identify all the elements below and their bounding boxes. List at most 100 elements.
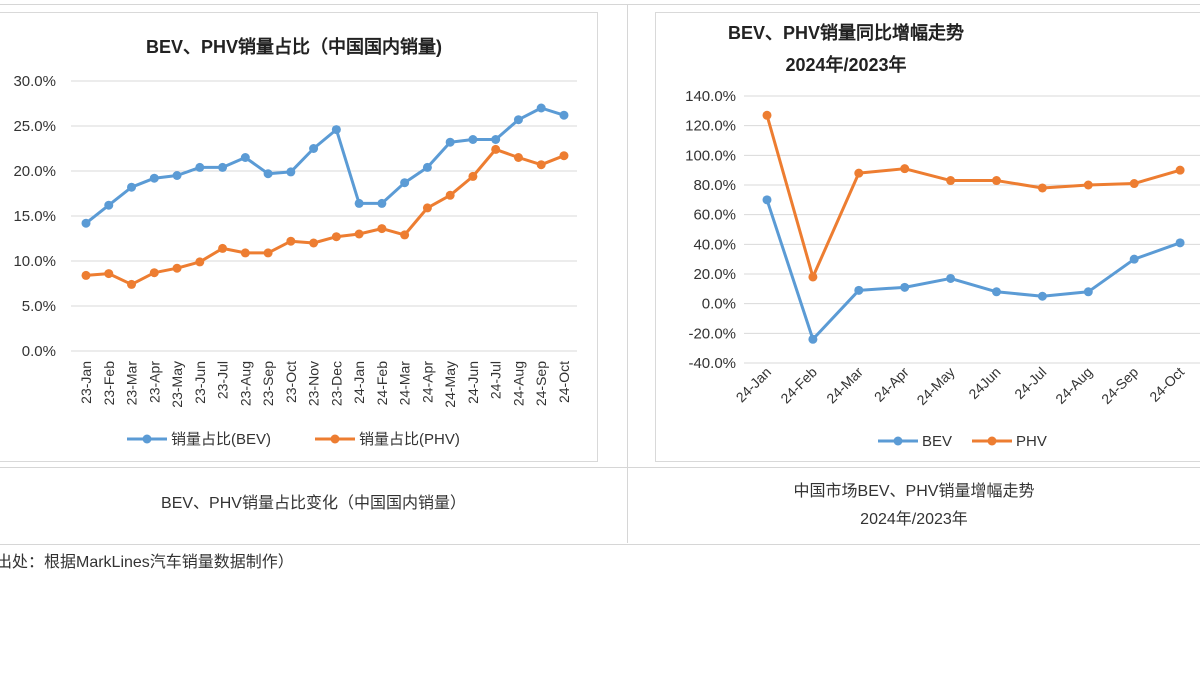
- column-divider: [627, 4, 628, 543]
- legend-marker: [330, 434, 340, 444]
- y-tick-label: -20.0%: [688, 325, 736, 342]
- data-point: [559, 151, 569, 161]
- x-tick-label: 24-Mar: [397, 361, 413, 406]
- y-tick-label: 40.0%: [693, 236, 736, 253]
- right-caption-line2: 2024年/2023年: [860, 511, 968, 528]
- data-point: [468, 135, 478, 144]
- data-point: [400, 178, 410, 188]
- data-point: [354, 229, 364, 239]
- data-point: [309, 238, 319, 248]
- y-tick-label: -40.0%: [688, 355, 736, 372]
- data-point: [81, 218, 91, 228]
- x-tick-label: 24-Jul: [488, 361, 504, 399]
- y-tick-label: 20.0%: [693, 266, 736, 283]
- x-tick-label: 24-Apr: [419, 361, 435, 403]
- x-tick-label: 24-May: [913, 364, 957, 408]
- x-tick-label: 23-May: [169, 361, 185, 408]
- data-point: [218, 243, 228, 253]
- data-point: [104, 269, 114, 279]
- data-point: [1175, 165, 1185, 175]
- series-line-0: [85, 106, 565, 225]
- data-point: [422, 203, 432, 213]
- legend-label: BEV: [922, 433, 952, 450]
- x-tick-label: 24-Jun: [465, 361, 481, 404]
- data-point: [946, 176, 956, 186]
- data-point: [992, 287, 1001, 297]
- data-point: [491, 144, 501, 154]
- x-tick-label: 24-Aug: [510, 361, 526, 406]
- data-point: [1083, 180, 1093, 190]
- x-tick-label: 24-Jan: [733, 364, 775, 406]
- chart-subtitle: 2024年/2023年: [785, 54, 906, 75]
- y-tick-label: 60.0%: [693, 207, 736, 224]
- x-tick-label: 23-Aug: [237, 361, 253, 406]
- data-point: [81, 270, 91, 280]
- x-tick-label: 24-Apr: [871, 364, 912, 405]
- data-point: [445, 190, 455, 200]
- data-point: [422, 162, 432, 172]
- data-point: [331, 232, 341, 242]
- data-point: [240, 248, 250, 258]
- x-tick-label: 24-Sep: [533, 361, 549, 406]
- x-tick-label: 23-Apr: [146, 361, 162, 403]
- data-point: [1037, 291, 1047, 301]
- x-tick-label: 24-Sep: [1098, 364, 1141, 407]
- data-point: [513, 153, 523, 162]
- data-point: [808, 334, 818, 344]
- series-line-0: [765, 199, 1181, 341]
- x-tick-label: 24-Feb: [374, 361, 390, 406]
- x-tick-label: 23-Feb: [101, 361, 117, 406]
- data-point: [195, 162, 205, 172]
- y-tick-label: 0.0%: [702, 296, 736, 313]
- share-chart: BEV、PHV销量占比（中国国内销量) 0.0% 5.0% 10.0% 15.0% 20.…: [0, 12, 598, 462]
- data-point: [172, 263, 182, 273]
- data-point: [946, 273, 956, 283]
- legend-label: 销量占比(PHV): [359, 431, 460, 448]
- data-point: [1129, 179, 1139, 189]
- data-point: [127, 182, 137, 192]
- data-point: [377, 224, 387, 234]
- data-point: [400, 230, 410, 240]
- chart-title: BEV、PHV销量同比增幅走势: [728, 22, 964, 43]
- y-tick-label: 20.0%: [13, 163, 56, 180]
- y-tick-label: 15.0%: [13, 208, 56, 225]
- data-point: [172, 171, 182, 180]
- x-tick-label: 24-Oct: [1146, 364, 1187, 405]
- y-tick-label: 80.0%: [693, 177, 736, 194]
- data-point: [104, 200, 114, 210]
- data-point: [900, 282, 910, 292]
- x-tick-label: 24-Jul: [1011, 364, 1049, 402]
- chart-title: BEV、PHV销量占比（中国国内销量): [146, 36, 442, 57]
- data-point: [445, 137, 455, 147]
- y-tick-label: 100.0%: [685, 147, 736, 164]
- right-caption-line1: 中国市场BEV、PHV销量增幅走势: [793, 483, 1035, 500]
- table-frame: [0, 4, 1200, 545]
- right-caption: 中国市场BEV、PHV销量增幅走势 2024年/2023年: [628, 478, 1200, 534]
- x-tick-label: 24-Feb: [777, 364, 820, 407]
- y-tick-label: 25.0%: [13, 118, 56, 135]
- x-tick-label: 23-Oct: [283, 361, 299, 403]
- y-tick-label: 120.0%: [685, 118, 736, 135]
- series-line-1: [85, 147, 565, 286]
- data-point: [1083, 287, 1093, 297]
- data-point: [762, 110, 772, 120]
- data-point: [263, 169, 273, 179]
- data-point: [218, 162, 228, 172]
- data-point: [992, 176, 1001, 186]
- y-tick-label: 10.0%: [13, 253, 56, 270]
- legend-label: PHV: [1016, 433, 1047, 450]
- data-point: [536, 160, 546, 170]
- legend-marker: [987, 436, 997, 446]
- x-tick-label: 23-Jun: [192, 361, 208, 404]
- data-point: [559, 110, 569, 120]
- data-point: [240, 153, 250, 162]
- x-tick-label: 24-May: [442, 361, 458, 408]
- x-tick-label: 23-Nov: [306, 361, 322, 406]
- x-tick-label: 23-Jul: [215, 361, 231, 399]
- data-point: [149, 268, 159, 278]
- x-tick-label: 24-Jan: [351, 361, 367, 404]
- data-point: [286, 167, 296, 177]
- row-divider: [0, 467, 1200, 468]
- data-point: [263, 248, 273, 258]
- data-point: [513, 115, 523, 125]
